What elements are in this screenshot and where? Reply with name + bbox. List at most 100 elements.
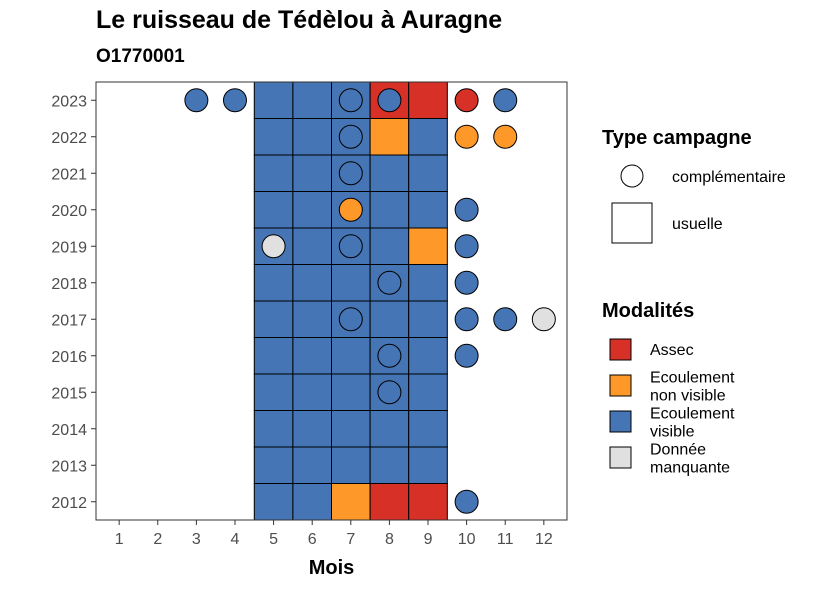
usuelle-cell-2014-5: [253, 410, 294, 448]
usuelle-cell-2013-8: [369, 446, 410, 484]
usuelle-cell-2022-8: [369, 118, 410, 156]
usuelle-cell-2012-7: [331, 483, 371, 521]
complementaire-point-2019-7: [338, 234, 363, 259]
x-tick-label-8: 8: [385, 531, 394, 548]
y-tick-label-2022: 2022: [51, 130, 87, 147]
usuelle-cell-2021-5: [253, 154, 294, 192]
usuelle-cell-2020-8: [369, 191, 410, 229]
usuelle-cell-2019-6: [292, 227, 332, 265]
usuelle-cell-2018-7: [331, 264, 371, 302]
usuelle-cell-2015-7: [331, 373, 371, 411]
legend-label-donnee_manquante-1: manquante: [650, 460, 730, 477]
usuelle-cell-2022-5: [253, 118, 294, 156]
usuelle-cell-2016-9: [408, 337, 448, 375]
legend-label-ecoulement_visible-1: visible: [650, 424, 695, 441]
usuelle-cell-2020-5: [253, 191, 294, 229]
x-tick-label-7: 7: [346, 531, 355, 548]
usuelle-cell-2013-6: [292, 446, 332, 484]
complementaire-point-2022-7: [338, 124, 363, 149]
usuelle-cell-2018-6: [292, 264, 332, 302]
complementaire-point-2023-10: [454, 88, 479, 113]
complementaire-point-2016-8: [377, 343, 402, 368]
usuelle-cell-2012-5: [253, 483, 294, 521]
complementaire-point-2023-8: [377, 88, 402, 113]
usuelle-cell-2018-5: [253, 264, 294, 302]
y-tick-label-2014: 2014: [51, 422, 87, 439]
legend-label-ecoulement_non_visible-1: non visible: [650, 388, 726, 405]
x-axis-title: Mois: [309, 557, 355, 579]
usuelle-cell-2023-6: [292, 81, 332, 119]
usuelle-cell-2016-5: [253, 337, 294, 375]
complementaire-point-2018-8: [377, 270, 402, 295]
usuelle-cell-2013-5: [253, 446, 294, 484]
legend-key-ecoulement_non_visible: [609, 374, 632, 397]
usuelle-cell-2021-6: [292, 154, 332, 192]
usuelle-cell-2014-7: [331, 410, 371, 448]
legend-usuelle-label: usuelle: [672, 216, 723, 233]
complementaire-point-2022-10: [454, 124, 479, 149]
complementaire-point-2017-11: [493, 307, 518, 332]
usuelle-cell-2015-5: [253, 373, 294, 411]
legend-type-title: Type campagne: [602, 127, 752, 149]
usuelle-cell-2014-6: [292, 410, 332, 448]
legend-label-ecoulement_non_visible-0: Ecoulement: [650, 370, 735, 387]
usuelle-cells-layer: [253, 81, 448, 521]
usuelle-cell-2012-8: [369, 483, 410, 521]
usuelle-cell-2017-8: [369, 300, 410, 338]
complementaire-point-2020-10: [454, 197, 479, 222]
usuelle-cell-2016-6: [292, 337, 332, 375]
x-tick-label-2: 2: [153, 531, 162, 548]
plot-panel-border: [95, 81, 568, 521]
legend-usuelle-key: [611, 202, 653, 244]
y-tick-label-2018: 2018: [51, 276, 87, 293]
legend-key-assec: [609, 338, 632, 361]
y-tick-label-2013: 2013: [51, 458, 87, 475]
complementaire-point-2016-10: [454, 343, 479, 368]
y-tick-label-2017: 2017: [51, 312, 87, 329]
usuelle-cell-2018-9: [408, 264, 448, 302]
chart-subtitle: O1770001: [96, 46, 185, 67]
y-tick-label-2012: 2012: [51, 495, 87, 512]
legend-key-ecoulement_visible: [609, 410, 632, 433]
usuelle-cell-2014-9: [408, 410, 448, 448]
usuelle-cell-2022-9: [408, 118, 448, 156]
complementaire-point-2015-8: [377, 380, 402, 405]
y-tick-label-2015: 2015: [51, 385, 87, 402]
y-axis: 2012 2013 2014 2015 2016 2017 2018 2019 2020 2021…: [51, 93, 96, 512]
usuelle-cell-2014-8: [369, 410, 410, 448]
complementaire-point-2023-7: [338, 88, 363, 113]
x-tick-label-10: 10: [458, 531, 476, 548]
x-tick-label-4: 4: [231, 531, 240, 548]
y-tick-label-2020: 2020: [51, 203, 87, 220]
complementaire-point-2017-7: [338, 307, 363, 332]
usuelle-cell-2020-9: [408, 191, 448, 229]
complementaire-point-2019-10: [454, 234, 479, 259]
complementaire-point-2018-10: [454, 270, 479, 295]
usuelle-cell-2023-9: [408, 81, 448, 119]
y-tick-label-2021: 2021: [51, 166, 87, 183]
usuelle-cell-2015-6: [292, 373, 332, 411]
legend-key-donnee_manquante: [609, 446, 632, 469]
complementaire-point-2022-11: [493, 124, 518, 149]
legend-complementaire-label: complémentaire: [672, 169, 786, 186]
complementaire-point-2019-5: [261, 234, 286, 259]
usuelle-cell-2017-5: [253, 300, 294, 338]
usuelle-cell-2017-6: [292, 300, 332, 338]
usuelle-cell-2016-7: [331, 337, 371, 375]
x-axis: 1 2 3 4 5 6 7 8 9 10 11 12: [115, 520, 553, 548]
usuelle-cell-2020-6: [292, 191, 332, 229]
usuelle-cell-2012-6: [292, 483, 332, 521]
complementaire-point-2020-7: [338, 197, 363, 222]
x-tick-label-5: 5: [269, 531, 278, 548]
usuelle-cell-2021-9: [408, 154, 448, 192]
x-tick-label-11: 11: [497, 531, 514, 548]
usuelle-cell-2021-8: [369, 154, 410, 192]
y-tick-label-2019: 2019: [51, 239, 87, 256]
complementaire-point-2023-3: [184, 88, 209, 113]
legend-label-donnee_manquante-0: Donnée: [650, 442, 706, 459]
x-tick-label-6: 6: [308, 531, 317, 548]
usuelle-cell-2019-8: [369, 227, 410, 265]
usuelle-cell-2013-9: [408, 446, 448, 484]
usuelle-cell-2019-9: [408, 227, 448, 265]
